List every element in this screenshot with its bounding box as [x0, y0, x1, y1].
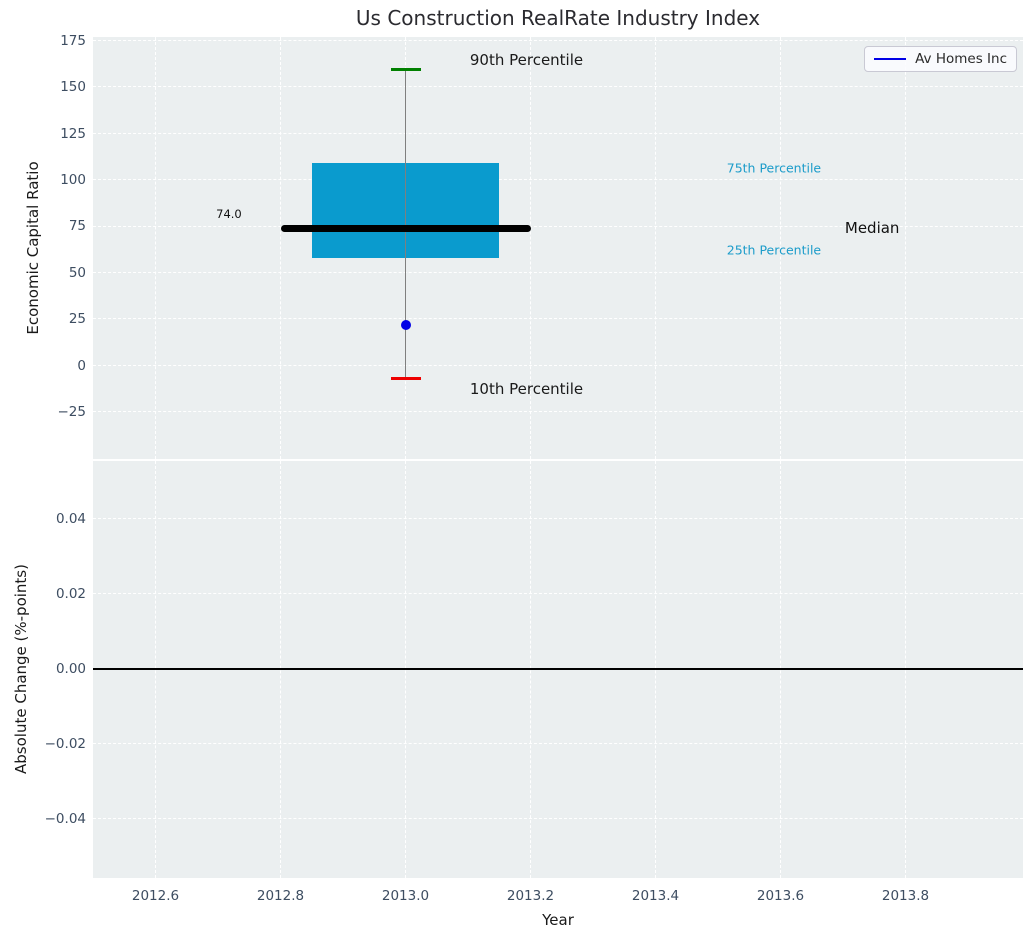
gridline-h: [93, 272, 1023, 274]
gridline-v: [779, 37, 781, 459]
whisker-line: [404, 69, 407, 379]
gridline-h: [93, 411, 1023, 413]
p90-cap: [390, 67, 421, 71]
xtick-label: 2012.8: [256, 888, 305, 904]
gridline-h: [93, 86, 1023, 88]
gridline-h: [93, 743, 1023, 745]
xtick-label: 2012.6: [131, 888, 180, 904]
gridline-v: [154, 37, 156, 459]
ytick-label: −0.02: [44, 735, 86, 752]
ytick-label: 125: [60, 125, 86, 142]
x-axis-label: Year: [542, 911, 574, 929]
annotation-25th-percentile: 25th Percentile: [726, 242, 822, 258]
xtick-label: 2013.0: [381, 888, 430, 904]
ytick-label: 100: [60, 171, 86, 188]
xtick-label: 2013.6: [756, 888, 805, 904]
annotation-90th-percentile: 90th Percentile: [469, 51, 584, 70]
zero-line: [93, 668, 1023, 670]
gridline-h: [93, 132, 1023, 134]
annotation-10th-percentile: 10th Percentile: [469, 380, 584, 398]
xtick-label: 2013.4: [631, 888, 680, 904]
gridline-h: [93, 818, 1023, 820]
gridline-h: [93, 39, 1023, 41]
ytick-label: 75: [68, 218, 86, 235]
ytick-label: 0.02: [55, 586, 86, 602]
legend-label: Av Homes Inc: [915, 51, 1007, 67]
gridline-h: [93, 518, 1023, 520]
gridline-h: [93, 364, 1023, 366]
annotation-median: Median: [844, 219, 900, 238]
chart-title: Us Construction RealRate Industry Index: [355, 6, 761, 30]
ytick-label: −25: [57, 404, 87, 421]
gridline-v: [654, 37, 656, 459]
ytick-label: 0: [77, 357, 86, 374]
legend-line-swatch: [874, 58, 907, 60]
company-point: [400, 319, 411, 330]
median-line: [280, 224, 531, 232]
gridline-v: [279, 37, 281, 459]
ytick-label: 175: [60, 32, 86, 49]
axes-bottom: [93, 461, 1023, 878]
xtick-label: 2013.8: [881, 888, 930, 904]
legend: Av Homes Inc: [864, 46, 1017, 72]
gridline-h: [93, 179, 1023, 181]
xtick-label: 2013.2: [506, 888, 555, 904]
ytick-label: 0.00: [55, 660, 86, 677]
ytick-label: 25: [68, 311, 86, 328]
ytick-label: −0.04: [44, 810, 86, 827]
ytick-label: 150: [60, 79, 86, 96]
gridline-h: [93, 593, 1023, 595]
gridline-h: [93, 318, 1023, 320]
axes-top: Av Homes Inc 90th Percentile 10th Percent…: [93, 37, 1023, 459]
annotation-74-0: 74.0: [216, 206, 242, 221]
p10-cap: [390, 377, 421, 381]
gridline-h: [93, 225, 1023, 227]
annotation-75th-percentile: 75th Percentile: [726, 160, 822, 176]
gridline-v: [904, 37, 906, 459]
ytick-label: 0.04: [55, 511, 86, 528]
ytick-label: 50: [68, 264, 86, 281]
gridline-v: [529, 37, 531, 459]
